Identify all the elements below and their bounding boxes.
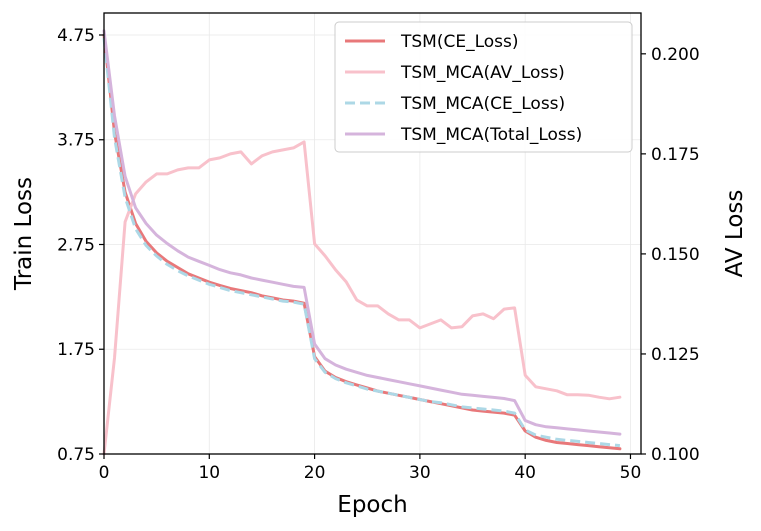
y2-axis-label: AV Loss	[722, 190, 748, 278]
series-line-1	[102, 140, 622, 456]
y-axis-label: Train Loss	[11, 177, 37, 291]
y-axis-left: 0.75 1.75 2.75 3.75 4.75	[57, 26, 104, 465]
y2-tick-label: 0.175	[651, 145, 700, 165]
legend-label-3: TSM_MCA(Total_Loss)	[400, 125, 582, 145]
plot-frame	[103, 12, 642, 455]
x-tick-label: 10	[198, 463, 220, 483]
y-axis-right: 0.100 0.125 0.150 0.175 0.200	[641, 45, 700, 465]
legend-box	[334, 21, 633, 153]
y-tick-label: 2.75	[57, 235, 95, 255]
y2-tick-label: 0.100	[651, 445, 700, 465]
x-axis: 0 10 20 30 40 50	[99, 454, 642, 483]
x-tick-label: 50	[620, 463, 642, 483]
x-tick-label: 30	[409, 463, 431, 483]
series-group	[102, 29, 622, 456]
y-tick-label: 1.75	[57, 340, 95, 360]
y2-tick-label: 0.150	[651, 245, 700, 265]
y-tick-label: 3.75	[57, 131, 95, 151]
y2-tick-label: 0.200	[651, 45, 700, 65]
x-tick-label: 0	[99, 463, 110, 483]
x-axis-label: Epoch	[337, 492, 407, 518]
y-tick-label: 4.75	[57, 26, 95, 46]
legend-label-1: TSM_MCA(AV_Loss)	[400, 63, 565, 83]
legend-label-2: TSM_MCA(CE_Loss)	[400, 94, 565, 114]
series-line-2	[102, 37, 621, 448]
y2-tick-label: 0.125	[651, 345, 700, 365]
legend: TSM(CE_Loss) TSM_MCA(AV_Loss) TSM_MCA(CE_L…	[334, 21, 633, 153]
x-tick-label: 20	[304, 463, 326, 483]
legend-label-0: TSM(CE_Loss)	[400, 32, 519, 52]
x-tick-label: 40	[514, 463, 536, 483]
series-line-3	[102, 29, 622, 436]
y-tick-label: 0.75	[57, 445, 95, 465]
